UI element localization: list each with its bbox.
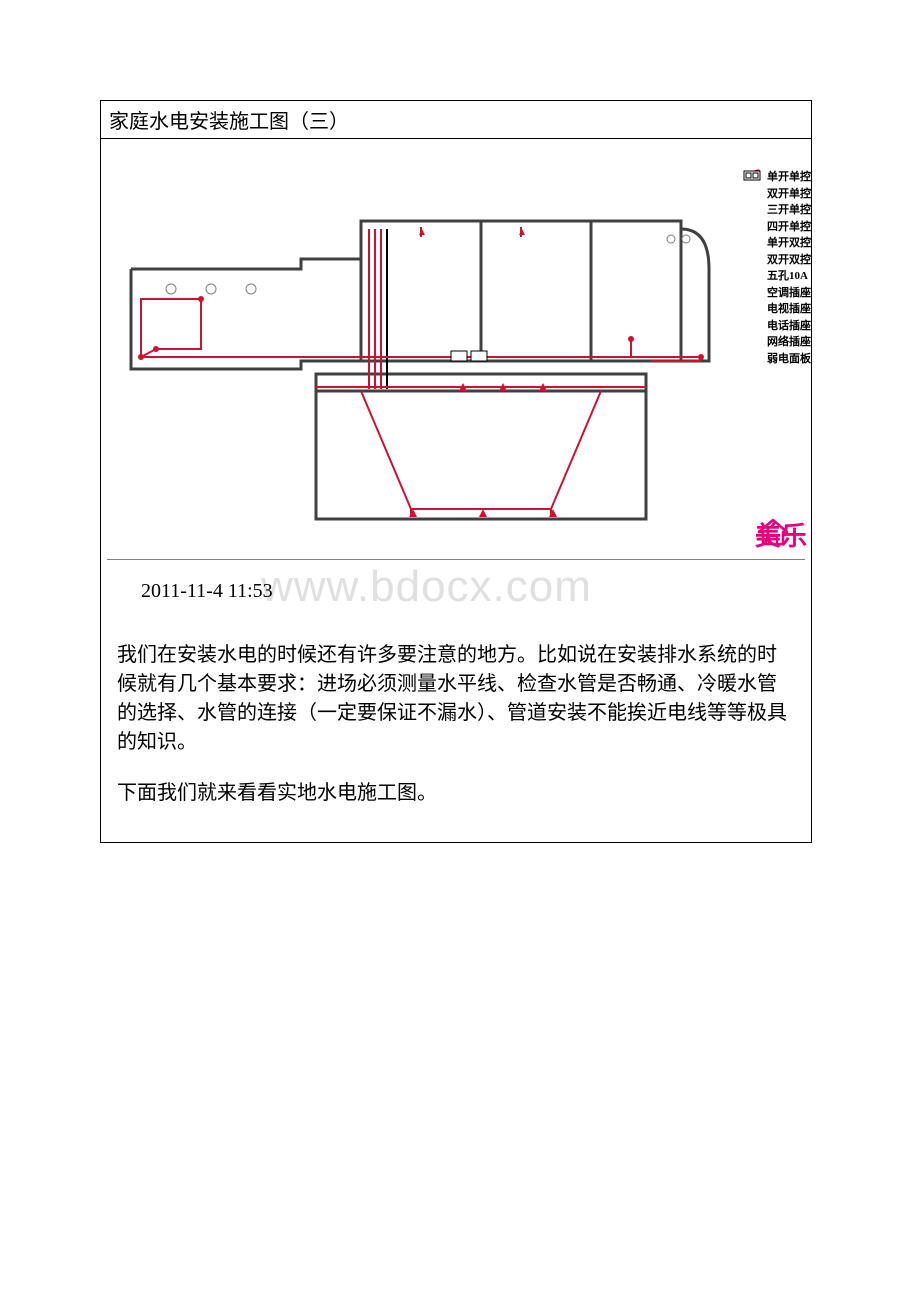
phone-outlet-icon: TP [743, 319, 763, 333]
legend-label: 三开单控 [767, 202, 811, 219]
tv-outlet-icon: TV [743, 302, 763, 316]
legend-label: 双开双控 [767, 252, 811, 269]
legend-item: 弱电面板 [743, 351, 811, 368]
watermark-text: www.bdocx.com [261, 562, 592, 612]
legend-label: 电视插座 [767, 301, 811, 318]
floor-plan-diagram: 单开单控 双开单控 三开单控 四开单控 单开双控 [101, 139, 811, 559]
legend-label: 单开双控 [767, 235, 811, 252]
legend-item: TP 电话插座 [743, 318, 811, 335]
body-text: 我们在安装水电的时候还有许多要注意的地方。比如说在安装排水系统的时候就有几个基本… [101, 623, 811, 842]
switch-dot-icon [743, 220, 763, 234]
legend-item: 四开单控 [743, 219, 811, 236]
outlet-triangle-icon [743, 269, 763, 283]
legend-item: 三开单控 [743, 202, 811, 219]
legend-item: TV 电视插座 [743, 301, 811, 318]
outlet-triangle-icon [743, 286, 763, 300]
timestamp-row: www.bdocx.com 2011-11-4 11:53 [101, 560, 811, 623]
content-box: 家庭水电安装施工图（三） [100, 100, 812, 843]
legend-label: 双开单控 [767, 186, 811, 203]
legend-item: 空调插座 [743, 285, 811, 302]
legend-item: 双开双控 [743, 252, 811, 269]
paragraph: 下面我们就来看看实地水电施工图。 [117, 779, 795, 808]
switch-double-dot-icon [743, 236, 763, 250]
legend-label: 单开单控 [767, 169, 811, 186]
switch-dot-icon [743, 203, 763, 217]
brand-logo: 美乐 [755, 516, 807, 553]
switch-dot-icon [743, 187, 763, 201]
legend-item: 单开双控 [743, 235, 811, 252]
legend-label: 五孔10A [767, 268, 808, 285]
network-outlet-icon: NT [743, 335, 763, 349]
floor-plan-svg [101, 139, 811, 559]
legend-label: 弱电面板 [767, 351, 811, 368]
legend-item: 双开单控 [743, 186, 811, 203]
legend-item: 五孔10A [743, 268, 811, 285]
weak-panel-icon [743, 352, 763, 366]
legend-label: 四开单控 [767, 219, 811, 236]
document-page: 家庭水电安装施工图（三） [0, 0, 920, 843]
legend-label: 电话插座 [767, 318, 811, 335]
house-logo-icon [755, 516, 791, 548]
legend-item: NT 网络插座 [743, 334, 811, 351]
diagram-legend: 单开单控 双开单控 三开单控 四开单控 单开双控 [743, 169, 811, 367]
paragraph: 我们在安装水电的时候还有许多要注意的地方。比如说在安装排水系统的时候就有几个基本… [117, 641, 795, 757]
legend-label: 网络插座 [767, 334, 811, 351]
switch-double-dot-icon [743, 253, 763, 267]
diagram-title: 家庭水电安装施工图（三） [101, 101, 811, 139]
legend-label: 空调插座 [767, 285, 811, 302]
timestamp: 2011-11-4 11:53 [141, 580, 273, 602]
